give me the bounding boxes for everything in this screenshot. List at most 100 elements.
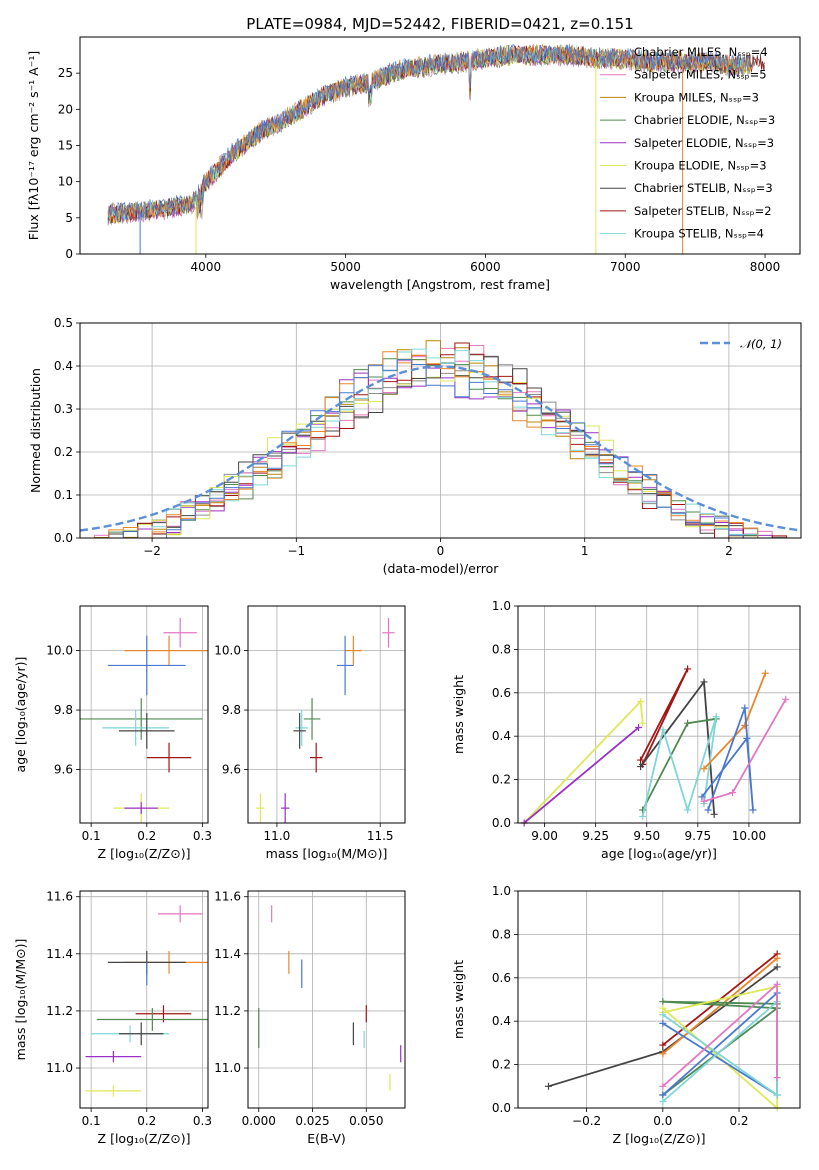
y-tick-label: 10 xyxy=(58,175,73,189)
axes-frame xyxy=(79,605,209,824)
panel-massweight-vs-Z: −0.2 0.0 0.2 0.0 0.2 0.4 0.6 0.8 1.0 Z [log₁₀(Z/Z… xyxy=(451,884,801,1146)
histogram-series xyxy=(80,342,801,538)
x-axis-label: wavelength [Angstrom, rest frame] xyxy=(330,277,550,292)
weight-point xyxy=(684,665,692,673)
legend-label: Kroupa MILES, Nₛₛₚ=3 xyxy=(634,90,759,104)
legend-label: Kroupa STELIB, Nₛₛₚ=4 xyxy=(634,227,764,241)
y-tick-label: 9.8 xyxy=(222,703,241,717)
x-axis-label: Z [log₁₀(Z/Z⊙)] xyxy=(98,846,191,861)
histogram-series xyxy=(80,356,801,538)
axes-frame xyxy=(517,890,801,1109)
weight-point xyxy=(659,1011,667,1019)
y-tick-label: 0 xyxy=(65,247,73,261)
y-tick-label: 11.2 xyxy=(46,1004,73,1018)
x-tick-label: 0.2 xyxy=(137,829,156,843)
axes-frame xyxy=(247,605,406,824)
y-axis-label: Flux [fλ10⁻¹⁷ erg cm⁻² s⁻¹ A⁻¹] xyxy=(26,51,41,240)
x-tick-label: 8000 xyxy=(750,260,781,274)
y-tick-label: 0.4 xyxy=(492,729,511,743)
weight-point xyxy=(659,1050,667,1058)
y-tick-label: 0.0 xyxy=(54,531,73,545)
weight-point xyxy=(544,1082,552,1090)
weight-series-line xyxy=(662,957,778,1055)
gaussian-curve xyxy=(80,365,801,532)
x-tick-label: 0.050 xyxy=(349,1114,383,1128)
legend-label: Kroupa ELODIE, Nₛₛₚ=3 xyxy=(634,159,767,173)
y-tick-label: 11.6 xyxy=(46,890,73,904)
x-tick-label: 5000 xyxy=(330,260,361,274)
y-tick-label: 0.2 xyxy=(54,445,73,459)
panel-mass-vs-EBV: 0.000 0.025 0.050 11.0 11.2 11.4 11.6 E(B-V) xyxy=(214,890,406,1146)
y-tick-label: 0.0 xyxy=(492,1101,511,1115)
x-tick-label: −0.2 xyxy=(572,1114,601,1128)
y-tick-label: 0.0 xyxy=(492,816,511,830)
y-tick-label: 0.6 xyxy=(492,971,511,985)
weight-point xyxy=(684,719,692,727)
weight-point xyxy=(741,704,749,712)
x-axis-label: E(B-V) xyxy=(307,1131,346,1146)
weight-point xyxy=(684,806,692,814)
weight-point xyxy=(637,756,645,764)
legend-label: Chabrier STELIB, Nₛₛₚ=3 xyxy=(634,181,773,195)
figure-title: PLATE=0984, MJD=52442, FIBERID=0421, z=0… xyxy=(246,15,633,33)
weight-point xyxy=(659,1041,667,1049)
x-tick-label: 2 xyxy=(725,544,733,558)
y-tick-label: 25 xyxy=(58,66,73,80)
x-tick-label: 0.1 xyxy=(82,1114,101,1128)
weight-point xyxy=(639,719,647,727)
axes-frame xyxy=(247,890,406,1109)
x-tick-label: 9.75 xyxy=(684,829,711,843)
x-tick-label: 7000 xyxy=(610,260,641,274)
y-axis-label: mass weight xyxy=(451,675,466,754)
y-tick-label: 11.0 xyxy=(214,1061,241,1075)
x-tick-label: 9.25 xyxy=(582,829,609,843)
x-tick-label: 0 xyxy=(437,544,445,558)
x-tick-label: 0.3 xyxy=(193,829,212,843)
legend-label: Salpeter STELIB, Nₛₛₚ=2 xyxy=(634,204,772,218)
weight-point xyxy=(698,793,706,801)
y-tick-label: 10.0 xyxy=(46,644,73,658)
x-tick-label: 0.2 xyxy=(729,1114,748,1128)
weight-point xyxy=(659,1004,667,1012)
x-tick-label: −1 xyxy=(287,544,305,558)
y-tick-label: 0.6 xyxy=(492,686,511,700)
weight-point xyxy=(773,980,781,988)
y-tick-label: 0.8 xyxy=(492,927,511,941)
y-axis-label: Normed distribution xyxy=(28,368,43,493)
legend-label: 𝒩(0, 1) xyxy=(740,337,782,351)
y-tick-label: 10.0 xyxy=(214,644,241,658)
weight-point xyxy=(782,695,790,703)
y-tick-label: 0.8 xyxy=(492,642,511,656)
legend-label: Chabrier MILES, Nₛₛₚ=4 xyxy=(634,45,768,59)
y-tick-label: 11.2 xyxy=(214,1004,241,1018)
y-tick-label: 15 xyxy=(58,139,73,153)
weight-point xyxy=(710,810,718,818)
y-tick-label: 0.4 xyxy=(492,1014,511,1028)
weight-point xyxy=(743,734,751,742)
weight-point xyxy=(637,763,645,771)
y-tick-label: 0.5 xyxy=(54,316,73,330)
axes-frame xyxy=(79,890,209,1109)
x-tick-label: 4000 xyxy=(191,260,222,274)
y-tick-label: 0.2 xyxy=(492,773,511,787)
y-tick-label: 11.4 xyxy=(214,947,241,961)
x-tick-label: 6000 xyxy=(470,260,501,274)
panel-spectrum: 4000 5000 6000 7000 8000 0 5 10 15 20 25 wavelength… xyxy=(26,36,801,292)
y-axis-label: age [log₁₀(age/yr)] xyxy=(13,657,28,773)
weight-point xyxy=(712,713,720,721)
y-axis-label: mass weight xyxy=(451,960,466,1039)
x-tick-label: 0.000 xyxy=(242,1114,276,1128)
weight-point xyxy=(704,806,712,814)
x-tick-label: 0.3 xyxy=(193,1114,212,1128)
panel-massweight-vs-age: 9.00 9.25 9.50 9.75 10.00 0.0 0.2 0.4 0.6 0.8 1.0 a… xyxy=(451,599,801,861)
weight-point xyxy=(773,963,781,971)
y-tick-label: 0.1 xyxy=(54,488,73,502)
panel-mass-vs-Z: 0.1 0.2 0.3 11.0 11.2 11.4 11.6 Z [log₁₀(Z/Z⊙)]… xyxy=(13,890,212,1146)
weight-point xyxy=(639,812,647,820)
panel-residuals: −2 −1 0 1 2 0.0 0.1 0.2 0.3 0.4 0.5 (data-model)/er… xyxy=(28,316,802,576)
panel-age-vs-Z: 0.1 0.2 0.3 9.6 9.8 10.0 Z [log₁₀(Z/Z⊙)] age [l… xyxy=(13,605,212,861)
x-tick-label: 9.50 xyxy=(633,829,660,843)
x-tick-label: 0.0 xyxy=(653,1114,672,1128)
x-axis-label: Z [log₁₀(Z/Z⊙)] xyxy=(613,1131,706,1146)
x-tick-label: 11.5 xyxy=(367,829,394,843)
